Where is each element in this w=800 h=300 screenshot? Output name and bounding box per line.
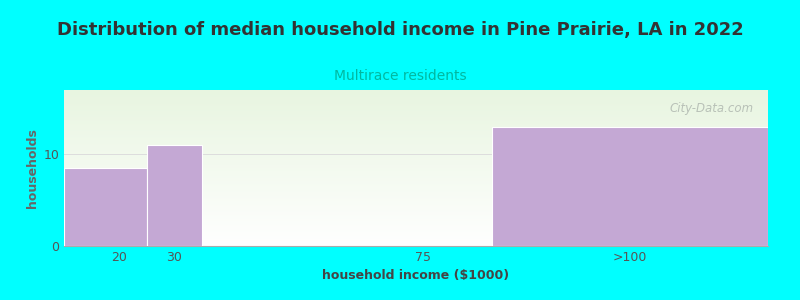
Y-axis label: households: households <box>26 128 39 208</box>
Text: Distribution of median household income in Pine Prairie, LA in 2022: Distribution of median household income … <box>57 21 743 39</box>
Bar <box>492 127 768 246</box>
Bar <box>64 168 147 246</box>
X-axis label: household income ($1000): household income ($1000) <box>322 269 510 282</box>
Text: Multirace residents: Multirace residents <box>334 69 466 83</box>
Text: City-Data.com: City-Data.com <box>670 103 754 116</box>
Bar <box>147 145 202 246</box>
